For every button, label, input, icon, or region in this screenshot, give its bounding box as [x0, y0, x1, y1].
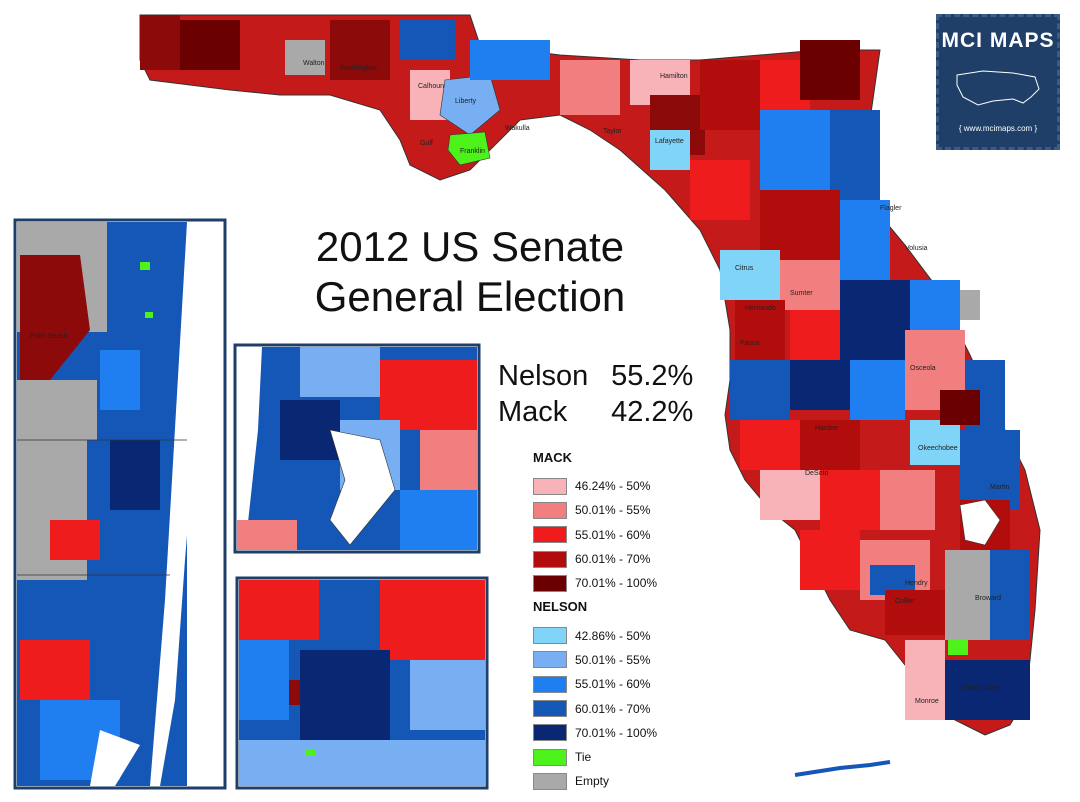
legend-swatch — [533, 724, 567, 742]
legend-swatch — [533, 627, 567, 645]
legend-item: 42.86% - 50% — [533, 623, 703, 647]
county-label: Hernando — [745, 305, 776, 312]
legend-label: 42.86% - 50% — [575, 628, 651, 643]
legend-label: Tie — [575, 750, 592, 765]
legend-item: Tie — [533, 745, 703, 769]
county-label: Hamilton — [660, 73, 688, 80]
logo-url: { www.mcimaps.com } — [958, 124, 1038, 133]
candidate-name: Mack — [498, 396, 568, 428]
florida-keys — [794, 760, 891, 777]
county-label: Osceola — [910, 365, 936, 372]
county-label: Monroe — [915, 698, 939, 705]
legend-item: 50.01% - 55% — [533, 648, 703, 672]
legend-item: 55.01% - 60% — [533, 672, 703, 696]
county-label: Martin — [990, 484, 1010, 491]
county-label: Washington — [340, 65, 377, 72]
legend-item: 50.01% - 55% — [533, 498, 703, 522]
legend-label: 55.01% - 60% — [575, 677, 651, 692]
county-label: Franklin — [460, 148, 485, 155]
mainland-florida — [139, 14, 1041, 736]
inset-orlando — [235, 576, 489, 790]
legend-swatch — [533, 651, 567, 669]
legend-item: 70.01% - 100% — [533, 721, 703, 745]
legend-label: 70.01% - 100% — [575, 576, 658, 591]
candidate-pct: 42.2% — [611, 396, 694, 428]
legend-swatch — [533, 550, 567, 568]
title-line-1: 2012 US Senate — [315, 223, 625, 270]
county-label: Lafayette — [655, 138, 684, 145]
legend-item: 55.01% - 60% — [533, 523, 703, 547]
result-row: Mack 42.2% — [498, 394, 693, 430]
candidate-pct: 55.2% — [611, 360, 694, 392]
county-label: Hendry — [905, 580, 928, 587]
county-label: Collier — [895, 598, 915, 605]
map-title: 2012 US Senate General Election — [250, 222, 690, 322]
legend-swatch — [533, 477, 567, 495]
county-label: Citrus — [735, 265, 754, 272]
county-label: Walton — [303, 60, 325, 67]
county-label: Calhoun — [418, 83, 445, 90]
legend-header-mack: MACK — [533, 450, 572, 465]
legend-item: 60.01% - 70% — [533, 696, 703, 720]
county-label: Palm Beach — [30, 333, 68, 340]
legend-swatch — [533, 772, 567, 790]
county-label: Pasco — [740, 340, 760, 347]
legend-item: 60.01% - 70% — [533, 547, 703, 571]
legend-label: Empty — [575, 774, 610, 789]
legend-swatch — [533, 700, 567, 718]
county-label: Okeechobee — [918, 445, 958, 452]
county-label: Taylor — [603, 128, 622, 135]
legend-header-nelson: NELSON — [533, 599, 588, 615]
legend-swatch — [533, 748, 567, 766]
legend-item: 46.24% - 50% — [533, 474, 703, 498]
legend-item: Empty — [533, 769, 703, 793]
county-label: Volusia — [905, 245, 928, 252]
county-label: Hardee — [815, 425, 838, 432]
county-label: Sumter — [790, 290, 813, 297]
result-row: Nelson 55.2% — [498, 358, 693, 394]
county-label: Gulf — [420, 140, 433, 147]
legend-swatch — [533, 501, 567, 519]
legend-label: 60.01% - 70% — [575, 701, 651, 716]
legend-label: 60.01% - 70% — [575, 552, 651, 567]
legend-swatch — [533, 675, 567, 693]
legend-swatch — [533, 526, 567, 544]
map-legend: MACK 46.24% - 50% 50.01% - 55% 55.01% - 60… — [533, 450, 703, 794]
inset-tampa-bay — [233, 343, 481, 554]
results-block: Nelson 55.2% Mack 42.2% — [498, 358, 693, 430]
county-label: Flagler — [880, 205, 902, 212]
county-label: Miami-Dade — [962, 685, 1000, 692]
county-label: DeSoto — [805, 470, 829, 477]
candidate-name: Nelson — [498, 360, 589, 392]
legend-label: 46.24% - 50% — [575, 479, 651, 494]
county-label: Liberty — [455, 98, 477, 105]
legend-label: 55.01% - 60% — [575, 527, 651, 542]
logo-title: MCI MAPS — [941, 29, 1055, 52]
mci-maps-logo: MCI MAPS { www.mcimaps.com } — [936, 14, 1060, 150]
title-line-2: General Election — [314, 273, 626, 320]
legend-label: 50.01% - 55% — [575, 652, 651, 667]
us-map-icon — [956, 70, 1040, 106]
legend-label: 70.01% - 100% — [575, 725, 658, 740]
county-label: Broward — [975, 595, 1002, 602]
county-label: Wakulla — [505, 125, 530, 132]
inset-southeast-coast — [13, 218, 227, 790]
legend-label: 50.01% - 55% — [575, 503, 651, 518]
legend-item: 70.01% - 100% — [533, 571, 703, 595]
legend-swatch — [533, 574, 567, 592]
